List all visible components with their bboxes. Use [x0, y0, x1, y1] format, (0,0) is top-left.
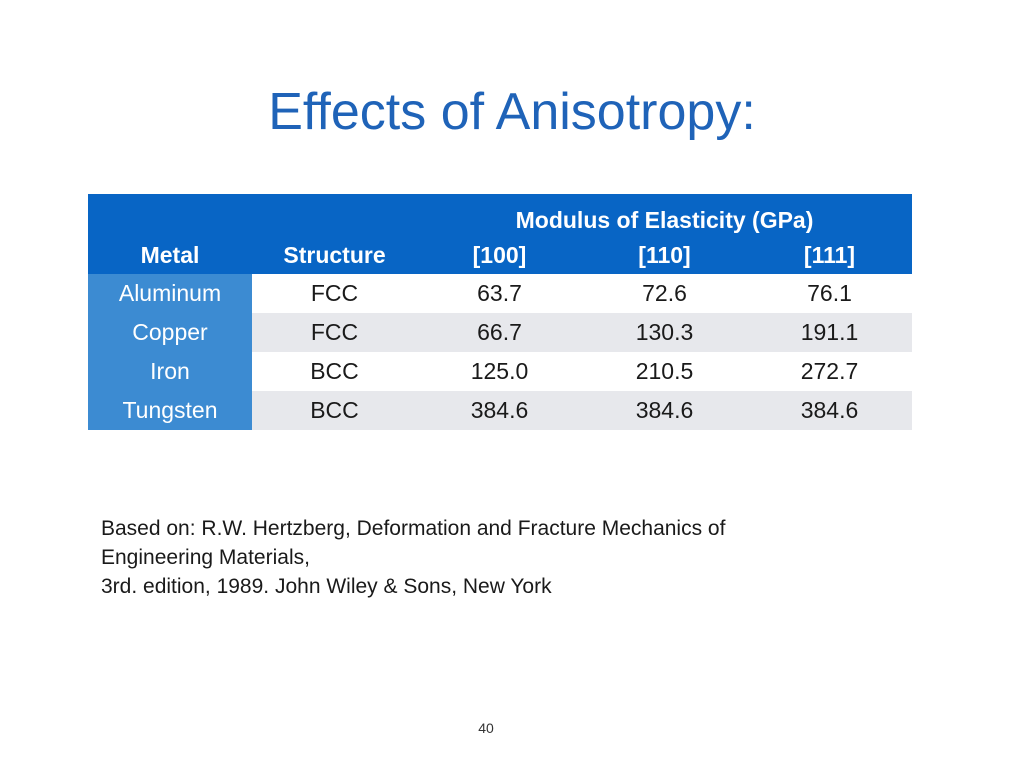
structure-cell: BCC [252, 352, 417, 391]
structure-cell: FCC [252, 274, 417, 313]
metal-cell: Aluminum [88, 274, 252, 313]
table-row: Copper FCC 66.7 130.3 191.1 [88, 313, 913, 352]
modulus-110-cell: 72.6 [582, 274, 747, 313]
modulus-111-cell: 191.1 [747, 313, 913, 352]
modulus-111-cell: 384.6 [747, 391, 913, 430]
header-spacer [88, 194, 252, 236]
citation-line: Engineering Materials, [101, 546, 310, 569]
modulus-110-cell: 384.6 [582, 391, 747, 430]
modulus-110-cell: 210.5 [582, 352, 747, 391]
metal-cell: Tungsten [88, 391, 252, 430]
column-header-111: [111] [747, 236, 913, 274]
table-column-header-row: Metal Structure [100] [110] [111] [88, 236, 913, 274]
citation-line: Based on: R.W. Hertzberg, Deformation an… [101, 517, 726, 540]
modulus-100-cell: 66.7 [417, 313, 582, 352]
column-header-structure: Structure [252, 236, 417, 274]
citation-line: 3rd. edition, 1989. John Wiley & Sons, N… [101, 575, 552, 598]
page-number: 40 [478, 720, 494, 736]
modulus-100-cell: 125.0 [417, 352, 582, 391]
modulus-111-cell: 76.1 [747, 274, 913, 313]
modulus-100-cell: 384.6 [417, 391, 582, 430]
table-row: Aluminum FCC 63.7 72.6 76.1 [88, 274, 913, 313]
column-header-110: [110] [582, 236, 747, 274]
elastic-modulus-table: Modulus of Elasticity (GPa) Metal Struct… [88, 194, 913, 430]
structure-cell: BCC [252, 391, 417, 430]
modulus-group-header: Modulus of Elasticity (GPa) [417, 194, 913, 236]
metal-cell: Copper [88, 313, 252, 352]
modulus-100-cell: 63.7 [417, 274, 582, 313]
table-row: Iron BCC 125.0 210.5 272.7 [88, 352, 913, 391]
modulus-111-cell: 272.7 [747, 352, 913, 391]
header-spacer [252, 194, 417, 236]
structure-cell: FCC [252, 313, 417, 352]
column-header-metal: Metal [88, 236, 252, 274]
citation: Based on: R.W. Hertzberg, Deformation an… [101, 514, 861, 601]
column-header-100: [100] [417, 236, 582, 274]
modulus-110-cell: 130.3 [582, 313, 747, 352]
slide-title: Effects of Anisotropy: [268, 83, 756, 141]
metal-cell: Iron [88, 352, 252, 391]
table-group-header-row: Modulus of Elasticity (GPa) [88, 194, 913, 236]
table-row: Tungsten BCC 384.6 384.6 384.6 [88, 391, 913, 430]
